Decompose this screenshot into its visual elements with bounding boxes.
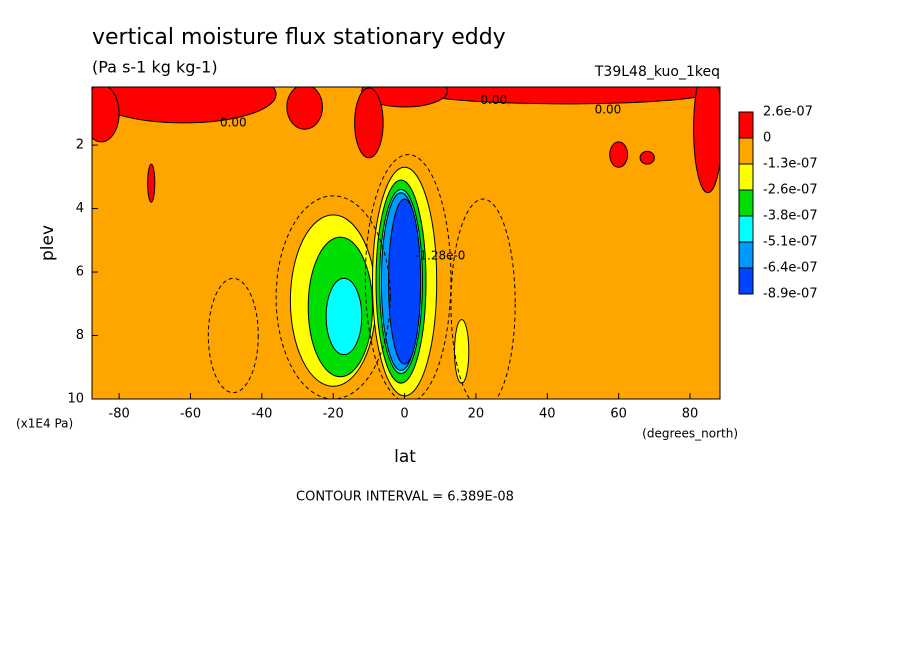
y-tick-label: 2 [76,138,84,153]
contour-line [275,195,391,399]
filled-region [92,87,120,143]
contour-line [364,154,452,399]
colorbar-label: -2.6e-07 [763,183,818,198]
x-tick-label: 0 [400,407,408,422]
colorbar-label: 0 [763,131,771,146]
x-tick-label: -40 [251,407,272,422]
y-tick-label: 10 [67,392,84,407]
contour-line [450,198,516,399]
colorbar-label: 2.6e-07 [763,105,813,120]
filled-region [361,87,448,108]
x-axis-label: lat [394,447,416,467]
colorbar-swatch [738,267,754,295]
y-tick-label: 4 [76,201,84,216]
x-tick-label: 80 [682,407,699,422]
colorbar-swatch [738,241,754,269]
colorbar-label: -5.1e-07 [763,235,818,250]
x-tick-label: 60 [610,407,627,422]
colorbar-swatch [738,215,754,243]
colorbar-label: -8.9e-07 [763,287,818,302]
x-tick-label: 40 [539,407,556,422]
plot-area: 0.00 0.00 0.00 -1.28e-0 [92,87,720,399]
colorbar-swatch [738,111,754,139]
filled-region [639,150,655,165]
contour-label: 0.00 [220,115,247,129]
contour-interval: CONTOUR INTERVAL = 6.389E-08 [296,490,514,505]
contour-label: -1.28e-0 [415,249,465,263]
contour-label: 0.00 [595,103,622,117]
y-axis-label: plev [38,225,58,261]
filled-region [388,198,422,365]
filled-region [609,141,629,168]
filled-region [454,319,470,384]
contour-label: 0.00 [480,93,507,107]
filled-region [354,87,384,159]
colorbar-label: -6.4e-07 [763,261,818,276]
subtitle: (Pa s-1 kg kg-1) [92,58,218,77]
filled-region [286,87,323,130]
x-tick-label: -60 [180,407,201,422]
x-tick-label: 20 [468,407,485,422]
y-units: (x1E4 Pa) [16,417,73,431]
chart-title: vertical moisture flux stationary eddy [92,25,506,50]
filled-region [693,87,720,194]
contour-line [207,277,259,394]
y-tick-label: 8 [76,328,84,343]
x-tick-label: -80 [109,407,130,422]
filled-region [414,87,716,105]
x-units: (degrees_north) [642,427,738,441]
filled-region [92,87,277,124]
colorbar-swatch [738,189,754,217]
dataset-label: T39L48_kuo_1keq [594,64,720,80]
y-tick-label: 6 [76,265,84,280]
filled-region [147,163,156,203]
plot-frame [91,86,721,400]
x-tick-label: -20 [323,407,344,422]
colorbar-label: -3.8e-07 [763,209,818,224]
colorbar-swatch [738,163,754,191]
colorbar-swatch [738,137,754,165]
colorbar-label: -1.3e-07 [763,157,818,172]
filled-region [325,277,363,356]
